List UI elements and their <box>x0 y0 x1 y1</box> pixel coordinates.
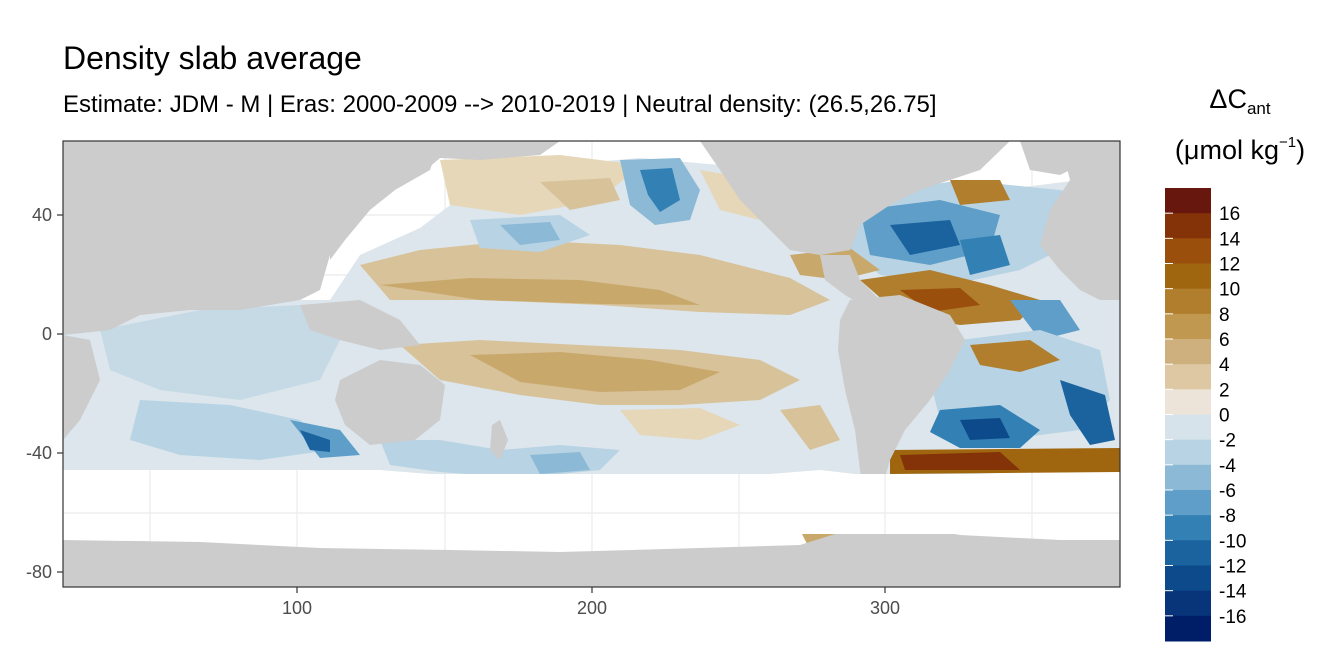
legend-swatch <box>1165 313 1211 340</box>
land-masses <box>63 141 1120 587</box>
legend-label: -10 <box>1219 531 1246 552</box>
legend-swatch <box>1165 288 1211 315</box>
legend-swatch <box>1165 590 1211 617</box>
y-tick-label: -80 <box>26 562 52 582</box>
legend-label: 2 <box>1219 380 1230 401</box>
legend-label: 0 <box>1219 406 1230 427</box>
legend-label: 14 <box>1219 229 1241 250</box>
legend-label: -14 <box>1219 582 1247 603</box>
legend-swatch <box>1165 339 1211 365</box>
legend-swatch <box>1165 490 1211 516</box>
legend-swatch <box>1165 238 1211 264</box>
legend-colorbar <box>1165 188 1211 642</box>
legend-label: -4 <box>1219 456 1236 477</box>
gridlines-overlay <box>63 474 1120 534</box>
legend-swatch <box>1165 615 1211 642</box>
legend-swatch <box>1165 263 1211 290</box>
legend-label: 6 <box>1219 330 1230 351</box>
legend-labels: 16 14 12 10 8 6 4 2 0 -2 -4 -6 -8 -10 -12 -14 -16 <box>1219 204 1247 628</box>
x-tick-label: 200 <box>577 598 607 618</box>
legend-label: 10 <box>1219 280 1240 301</box>
legend-title: ΔCant <box>1209 84 1271 118</box>
legend-swatch <box>1165 364 1211 390</box>
legend-label: -12 <box>1219 557 1246 578</box>
x-tick-label: 300 <box>870 598 900 618</box>
legend-label: 4 <box>1219 355 1230 376</box>
plot-title: Density slab average <box>63 40 362 76</box>
legend-label: 16 <box>1219 204 1240 225</box>
legend-label: 12 <box>1219 255 1240 276</box>
y-tick-label: 40 <box>32 205 52 225</box>
legend-swatch <box>1165 188 1211 214</box>
legend-swatch <box>1165 464 1211 491</box>
legend-unit: (μmol kg−1) <box>1174 134 1306 165</box>
legend-swatch <box>1165 439 1211 466</box>
legend-label: -8 <box>1219 506 1236 527</box>
y-tick-label: -40 <box>26 443 52 463</box>
legend-swatch <box>1165 389 1211 415</box>
plot-subtitle: Estimate: JDM - M | Eras: 2000-2009 --> … <box>63 91 937 118</box>
legend-swatch <box>1165 213 1211 239</box>
legend-label: -6 <box>1219 481 1236 502</box>
legend-label: -16 <box>1219 607 1246 628</box>
legend-label: 8 <box>1219 305 1230 326</box>
legend-swatch <box>1165 565 1211 592</box>
x-tick-label: 100 <box>282 598 312 618</box>
y-tick-label: 0 <box>42 324 52 344</box>
legend-swatch <box>1165 540 1211 566</box>
legend-swatch <box>1165 515 1211 541</box>
legend-label: -2 <box>1219 431 1236 452</box>
axis-ticks <box>57 214 886 593</box>
legend-swatch <box>1165 414 1211 441</box>
